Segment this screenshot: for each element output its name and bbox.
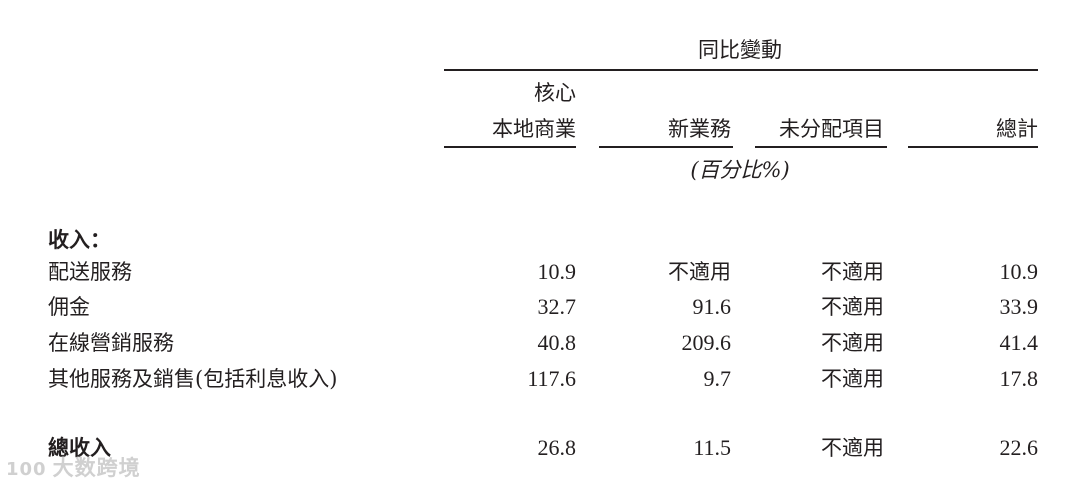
row-label: 其他服務及銷售(包括利息收入): [48, 367, 338, 391]
total-label: 總收入: [48, 435, 111, 460]
cell: 26.8: [537, 435, 577, 460]
col-divider: [908, 146, 1038, 148]
cell: 不適用: [821, 436, 884, 460]
cell: 117.6: [527, 366, 576, 391]
row-label: 佣金: [48, 295, 90, 319]
cell: 41.4: [999, 330, 1039, 355]
cell: 不適用: [668, 260, 731, 284]
col-divider: [599, 146, 733, 148]
cell: 10.9: [537, 259, 577, 284]
section-label: 收入：: [48, 227, 111, 252]
col-header-new: 新業務: [668, 117, 731, 141]
unit-label: (百分比%): [690, 158, 790, 182]
cell: 不適用: [821, 367, 884, 391]
cell: 209.6: [681, 330, 732, 355]
watermark-logo-icon: 100: [6, 459, 47, 480]
cell: 17.8: [999, 366, 1039, 391]
group-title: 同比變動: [698, 38, 782, 62]
row-label: 配送服務: [48, 260, 132, 284]
watermark-text: 大数跨境: [52, 456, 141, 480]
watermark: 100 大数跨境: [6, 452, 141, 482]
cell: 91.6: [692, 294, 732, 319]
cell: 不適用: [821, 260, 884, 284]
col-divider: [755, 146, 887, 148]
row-label: 在線營銷服務: [48, 331, 174, 355]
cell: 32.7: [537, 294, 577, 319]
col-header-total: 總計: [996, 117, 1038, 141]
group-divider: [444, 69, 1038, 71]
cell: 11.5: [693, 435, 731, 460]
col-header-core-line1: 核心: [534, 81, 576, 105]
cell: 33.9: [999, 294, 1039, 319]
cell: 不適用: [821, 295, 884, 319]
cell: 9.7: [703, 366, 732, 391]
col-header-unallocated: 未分配項目: [779, 117, 884, 141]
cell: 不適用: [821, 331, 884, 355]
col-header-core-line2: 本地商業: [492, 117, 576, 141]
cell: 10.9: [999, 259, 1039, 284]
col-divider: [444, 146, 576, 148]
cell: 22.6: [999, 435, 1039, 460]
cell: 40.8: [537, 330, 577, 355]
